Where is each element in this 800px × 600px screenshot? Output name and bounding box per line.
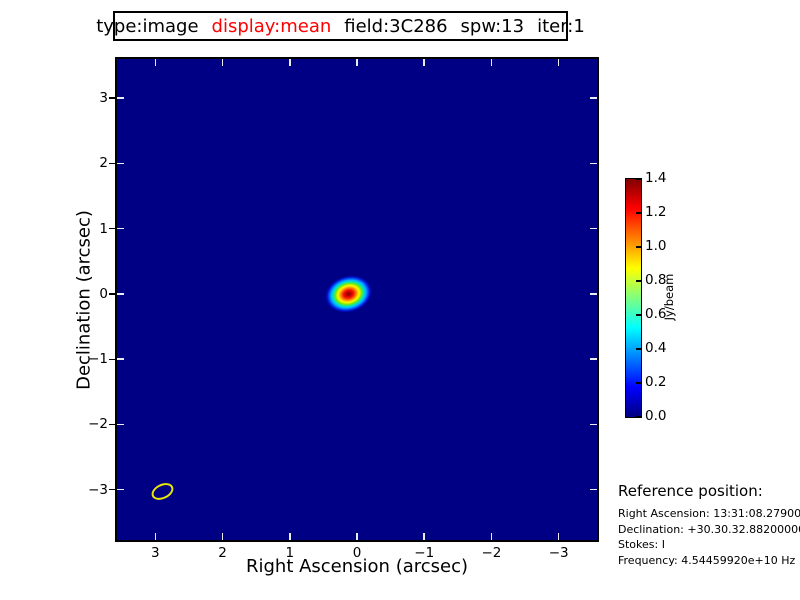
x-tick-label: −3 — [548, 545, 569, 561]
y-tick-label: 2 — [99, 155, 108, 172]
x-axis-label: Right Ascension (arcsec) — [245, 556, 469, 577]
colorbar-tick — [636, 212, 641, 214]
x-tick-label: −1 — [414, 545, 435, 561]
x-tick-label: 3 — [151, 545, 160, 561]
reference-heading: Reference position: — [618, 482, 763, 500]
reference-line: Frequency: 4.54459920e+10 Hz — [618, 553, 796, 567]
y-tick-left — [117, 227, 124, 230]
x-tick-bottom — [490, 533, 493, 540]
title-part: iter:1 — [537, 15, 585, 37]
y-tick-left — [117, 97, 124, 99]
y-tick-left — [117, 162, 124, 165]
y-tick-right — [590, 227, 597, 230]
x-tick-label: 1 — [285, 545, 295, 561]
colorbar-tick-label: 1.2 — [645, 204, 667, 220]
x-tick-top — [490, 59, 493, 66]
title-part: display:mean — [211, 15, 332, 37]
y-tick-outer — [109, 97, 116, 99]
y-tick-outer — [109, 423, 116, 426]
beam-ellipse — [148, 480, 176, 504]
x-tick-label: 0 — [352, 545, 362, 561]
y-tick-left — [117, 423, 124, 426]
y-tick-label: 3 — [99, 90, 108, 107]
colorbar-tick-label: 0.6 — [645, 306, 667, 322]
x-tick-label: 2 — [218, 545, 227, 561]
y-tick-right — [590, 423, 597, 426]
x-tick-top — [221, 59, 224, 66]
y-tick-label: 0 — [99, 285, 108, 302]
y-tick-left — [117, 488, 124, 491]
x-tick-top — [423, 59, 425, 66]
y-tick-label: 1 — [99, 220, 108, 237]
x-tick-top — [154, 59, 157, 66]
y-tick-right — [590, 97, 597, 99]
y-tick-outer — [109, 293, 116, 295]
colorbar-tick-label: 0.4 — [645, 340, 667, 356]
x-tick-bottom — [289, 533, 291, 540]
y-tick-right — [590, 358, 597, 360]
colorbar-tick — [636, 280, 641, 282]
reference-line: Declination: +30.30.32.88200000 — [618, 522, 800, 536]
reference-position-block: Reference position: Right Ascension: 13:… — [618, 482, 800, 568]
y-tick-left — [117, 293, 124, 295]
colorbar-tick — [636, 348, 641, 350]
colorbar-tick — [636, 382, 641, 384]
reference-line: Stokes: I — [618, 538, 665, 551]
x-tick-top — [289, 59, 291, 66]
y-tick-label: −3 — [88, 481, 108, 498]
y-tick-left — [117, 358, 124, 360]
colorbar-tick — [636, 314, 641, 316]
y-tick-outer — [109, 162, 116, 165]
y-tick-right — [590, 488, 597, 491]
source-blob — [320, 270, 376, 318]
x-tick-top — [356, 59, 358, 66]
colorbar-tick-label: 0.8 — [645, 272, 667, 288]
y-tick-right — [590, 162, 597, 165]
title-part: type:image — [96, 15, 199, 37]
y-tick-outer — [109, 489, 116, 491]
colorbar-tick-label: 0.0 — [645, 408, 667, 424]
x-tick-label: −2 — [481, 545, 502, 561]
x-tick-bottom — [557, 533, 560, 540]
y-tick-outer — [109, 358, 116, 360]
reference-line: Right Ascension: 13:31:08.27900000 — [618, 507, 800, 520]
x-tick-bottom — [154, 533, 157, 540]
colorbar — [625, 178, 642, 418]
title-part: spw:13 — [460, 15, 525, 37]
y-tick-right — [590, 293, 597, 295]
y-tick-label: −2 — [88, 416, 108, 433]
image-plot-area — [115, 57, 599, 542]
x-tick-bottom — [423, 533, 425, 540]
y-tick-label: −1 — [88, 351, 108, 368]
colorbar-tick — [636, 416, 641, 418]
colorbar-tick-label: 1.0 — [645, 238, 667, 254]
x-tick-top — [557, 59, 560, 66]
colorbar-tick-label: 0.2 — [645, 374, 667, 390]
colorbar-tick — [636, 246, 641, 248]
plot-title-box: type:image display:mean field:3C286 spw:13 i… — [96, 11, 585, 41]
colorbar-tick-label: 1.4 — [645, 170, 667, 186]
x-tick-bottom — [221, 533, 224, 540]
title-part: field:3C286 — [344, 15, 448, 37]
x-tick-bottom — [356, 533, 358, 540]
colorbar-tick — [636, 178, 641, 180]
y-tick-outer — [109, 227, 116, 230]
